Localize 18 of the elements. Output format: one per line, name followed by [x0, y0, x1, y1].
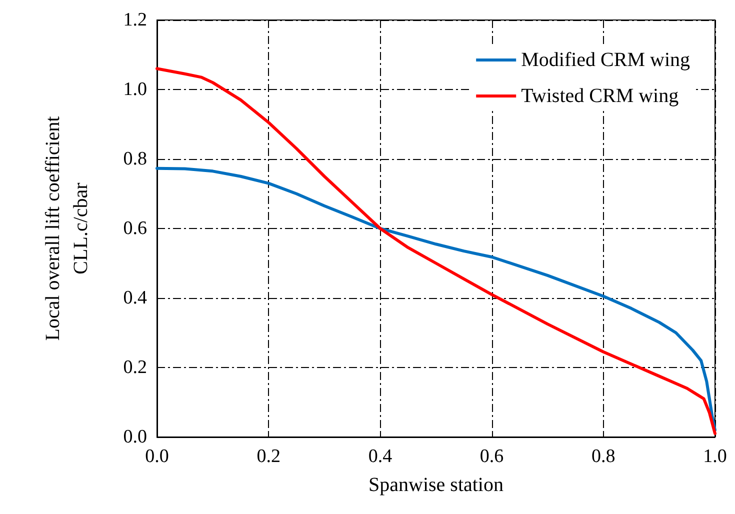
x-tick-label: 0.0: [145, 446, 169, 467]
x-axis-title: Spanwise station: [368, 474, 504, 496]
x-tick-label: 0.2: [256, 446, 280, 467]
y-tick-label: 1.2: [123, 10, 147, 30]
x-tick-label: 0.8: [592, 446, 616, 467]
y-axis-title: Local overall lift coefficient CLL.c/cbar: [42, 116, 92, 341]
legend-label: Modified CRM wing: [521, 49, 690, 71]
y-tick-label: 0.2: [123, 357, 147, 378]
y-tick-label: 1.0: [123, 79, 147, 100]
x-tick-label: 0.4: [368, 446, 393, 467]
y-tick-label: 0.8: [123, 148, 147, 170]
y-tick-label: 0.6: [123, 218, 147, 239]
y-tick-label: 0.4: [123, 288, 148, 308]
y-tick-label: 0.0: [123, 426, 147, 448]
legend-label: Twisted CRM wing: [521, 85, 679, 107]
x-tick-label: 0.6: [480, 446, 504, 467]
line-series: [156, 166, 716, 432]
x-tick-label: 1.0: [703, 446, 727, 467]
